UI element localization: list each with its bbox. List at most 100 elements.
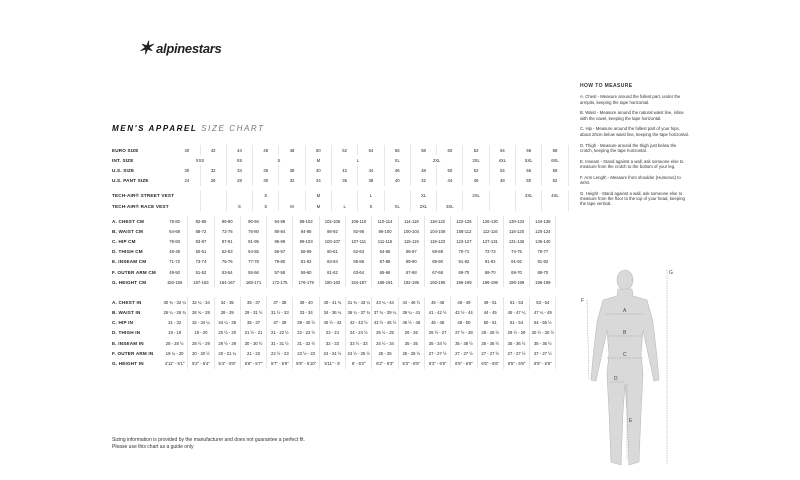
us-size-cell: 54 xyxy=(489,165,517,176)
in-measure-cell: 5'9" - 5'10" xyxy=(292,358,320,369)
title-bold: MEN'S APPAREL xyxy=(112,124,198,133)
in-measure-cell: 35 - 37 xyxy=(240,317,268,328)
us-pant-size-cell: 32 xyxy=(278,175,306,186)
in-measure-cell: 32 - 34 ¼ xyxy=(187,317,215,328)
cm-measure-cell: 82-86 xyxy=(187,216,215,227)
race-vest-cell xyxy=(541,200,569,212)
in-measure-cell: 26 ½ - 27 xyxy=(424,327,452,339)
int-size-cell: M xyxy=(305,155,332,166)
us-size-cell: 42 xyxy=(331,165,359,176)
cm-measure-cell: 64-68 xyxy=(162,226,189,237)
euro-size-cell: 60 xyxy=(436,145,464,156)
in-measure-cell: 27 - 27 ½ xyxy=(450,348,478,359)
us-pant-size-cell: 28 xyxy=(226,175,254,186)
in-measure-row: G. HEIGHT IN 4'11" - 5'1" 5'2" - 5'4" 5'4" … xyxy=(112,358,557,369)
in-measure-cell: 43 ½ - 45 ½ xyxy=(371,317,399,328)
cm-measure-cell: 106-110 xyxy=(345,216,373,227)
street-vest-label: TECH-AIR® STREET VEST xyxy=(112,193,175,199)
in-measure-cell: 54 - 55 ½ xyxy=(529,317,557,328)
in-measure-cell: 22 - 23 ½ xyxy=(292,327,320,339)
in-measure-cell: 40 - 41 ¾ xyxy=(319,297,347,308)
us-size-cell: 38 xyxy=(278,165,306,176)
cm-measure-cell: 68-72 xyxy=(187,226,215,237)
in-measure-cell: 6'3" - 6'5" xyxy=(424,358,452,369)
in-measure-cell: 51 - 54 xyxy=(503,317,531,328)
cm-measure-cell: 56-57 xyxy=(266,246,294,257)
in-measure-cell: 44 - 45 xyxy=(477,307,504,318)
brand-logo: ✶ alpinestars xyxy=(138,38,222,59)
cm-measure-cell: 126-130 xyxy=(477,216,504,227)
spacer xyxy=(112,287,556,292)
us-size-cell: 30 xyxy=(174,165,201,176)
cm-measure-row: B. WAIST CM 64-68 68-72 72-76 76-80 80-84 84-8… xyxy=(112,226,557,237)
in-measure-cell: 34 ½ - 34 xyxy=(371,338,399,349)
figure-label-e: E xyxy=(629,418,633,424)
in-measure-row: B. WAIST IN 25 ¼ - 26 ¾ 26 ¾ - 28 28 - 29 29… xyxy=(112,307,557,318)
disclaimer: Sizing information is provided by the ma… xyxy=(112,437,305,451)
race-vest-cell: 2XL xyxy=(410,200,438,212)
in-measure-cell: 40 ½ - 42 xyxy=(319,317,347,328)
cm-measure-cell: 131-136 xyxy=(503,236,531,247)
in-measure-cell: 42 - 43 ½ xyxy=(345,317,373,328)
int-size-cell: 5XL xyxy=(515,155,543,166)
in-measure-cell: 26 - 26 xyxy=(398,327,425,339)
in-measure-cell: 31 - 32 ½ xyxy=(292,338,320,349)
race-vest-cell xyxy=(200,200,227,212)
euro-size-cell: 56 xyxy=(384,145,411,156)
race-vest-cell: M xyxy=(278,200,306,212)
in-measure-label: B. WAIST IN xyxy=(112,310,141,316)
int-size-cell: S xyxy=(252,155,306,166)
us-size-cell: 46 xyxy=(384,165,411,176)
us-size-cell: 50 xyxy=(436,165,464,176)
in-measure-cell: 5'6" - 5'7" xyxy=(240,358,268,369)
int-size-cell: 4XL xyxy=(489,155,517,166)
cm-measure-cell: 63-64 xyxy=(345,266,373,278)
in-measure-cell: 31 - 31 ½ xyxy=(266,338,294,349)
in-measure-cell: 20 - 21 ¼ xyxy=(214,348,241,359)
in-measure-cell: 37 - 38 xyxy=(266,297,294,308)
cm-measure-cell: 48-49 xyxy=(162,246,189,257)
in-measure-cell: 35 - 36 ½ xyxy=(477,338,504,349)
cm-measure-cell: 89-90 xyxy=(398,256,425,267)
race-vest-cell xyxy=(174,200,201,212)
in-measure-cell: 6'3" - 6'5" xyxy=(398,358,425,369)
race-vest-cell: L xyxy=(331,200,359,212)
cm-measure-cell: 50-51 xyxy=(187,246,215,257)
cm-measure-cell: 115-119 xyxy=(398,236,425,247)
cm-measure-cell: 91-92 xyxy=(477,256,504,267)
street-vest-cell xyxy=(436,190,464,201)
in-measure-cell: 30 ¾ - 32 ¼ xyxy=(162,297,189,308)
cm-measure-cell: 100-104 xyxy=(398,226,425,237)
in-measure-cell: 30 - 30 ½ xyxy=(240,338,268,349)
in-measure-cell: 41 ¾ - 43 ¼ xyxy=(345,297,373,308)
in-measure-cell: 43 ¼ - 44 xyxy=(371,297,399,308)
in-measure-cell: 29 ½ - 29 xyxy=(503,327,531,339)
figure-label-g: G xyxy=(669,270,673,276)
in-measure-cell: 32 - 33 xyxy=(319,338,347,349)
int-size-cell: L xyxy=(331,155,385,166)
us-pant-size-cell: 30 xyxy=(252,175,280,186)
euro-size-cell: 44 xyxy=(226,145,254,156)
in-measure-cell: 21 - 22 ½ xyxy=(266,327,294,339)
cm-measure-cell: 91-92 xyxy=(529,256,557,267)
cm-measure-cell: 184-187 xyxy=(345,277,373,288)
cm-measure-cell: 69-70 xyxy=(450,266,478,278)
street-vest-cell: XL xyxy=(410,190,438,201)
euro-size-cell: 54 xyxy=(357,145,385,156)
euro-size-cell: 52 xyxy=(331,145,359,156)
street-vest-row: TECH-AIR® STREET VEST S M L XL 2XL 3XL 4XL xyxy=(112,190,569,201)
cm-measure-cell: 89-90 xyxy=(424,256,452,267)
in-measure-cell: 5'7" - 5'9" xyxy=(266,358,294,369)
cm-measure-cell: 92-96 xyxy=(345,226,373,237)
cm-measure-cell: 77-78 xyxy=(240,256,268,267)
in-measure-cell: 25 ¼ - 26 ¾ xyxy=(162,307,189,318)
cm-measure-cell: 52-53 xyxy=(214,246,241,257)
in-measure-cell: 6'5" - 6'6" xyxy=(477,358,504,369)
cm-measure-cell: 69-70 xyxy=(477,266,504,278)
in-measure-cell: 27 - 27 ½ xyxy=(477,348,504,359)
cm-measure-cell: 136-140 xyxy=(529,236,557,247)
race-vest-label: TECH-AIR® RACE VEST xyxy=(112,203,169,209)
us-size-cell: 58 xyxy=(541,165,569,176)
in-measure-cell: 5'2" - 5'4" xyxy=(187,358,215,369)
in-measure-cell: 38 - 40 xyxy=(292,297,320,308)
